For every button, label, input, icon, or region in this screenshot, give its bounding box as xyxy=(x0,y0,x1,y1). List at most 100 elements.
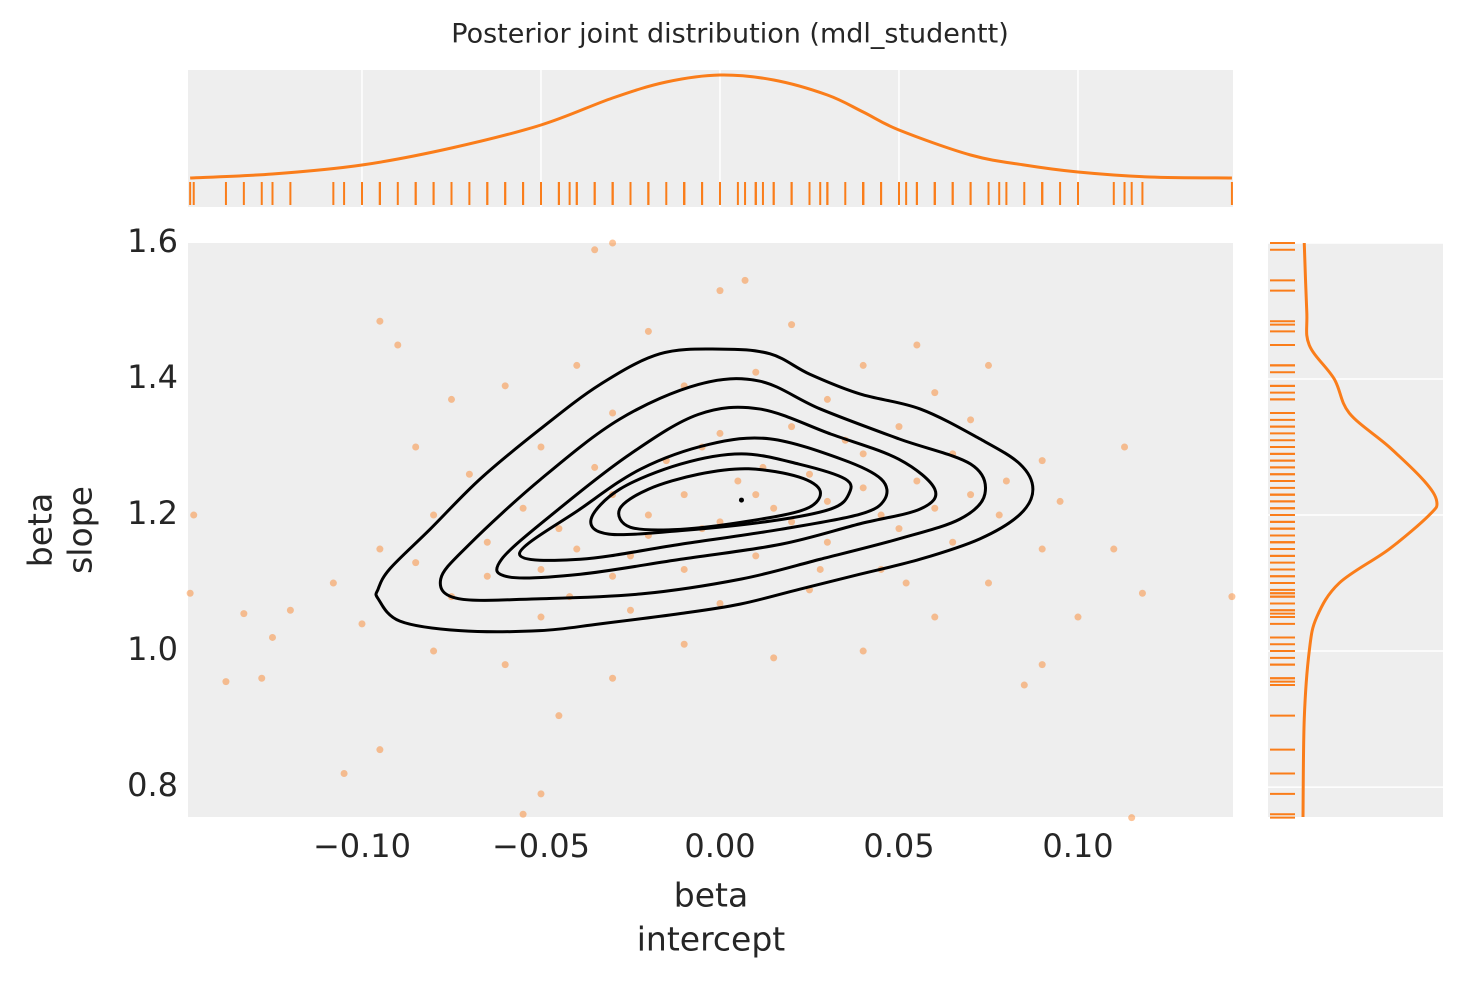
contour-center xyxy=(738,497,744,503)
scatter-point xyxy=(1038,661,1046,669)
kde-curve xyxy=(190,73,1232,180)
scatter-point xyxy=(716,518,724,526)
scatter-point xyxy=(1074,613,1082,621)
y-tick-label: 1.4 xyxy=(127,358,178,396)
scatter-point xyxy=(752,552,760,560)
scatter-point xyxy=(913,477,921,485)
scatter-point xyxy=(859,450,867,458)
scatter-point xyxy=(644,327,652,335)
x-tick-label: −0.05 xyxy=(492,827,590,865)
scatter-point xyxy=(859,647,867,655)
scatter-point xyxy=(258,674,266,682)
scatter-point xyxy=(770,504,778,512)
scatter-point xyxy=(609,239,617,247)
y-tick-label: 1.2 xyxy=(127,494,178,532)
scatter-point xyxy=(537,613,545,621)
scatter-point xyxy=(895,423,903,431)
scatter-point xyxy=(877,511,885,519)
scatter-point xyxy=(555,712,563,720)
scatter-point xyxy=(555,525,563,533)
scatter-point xyxy=(984,579,992,587)
x-tick-label: 0.10 xyxy=(1042,827,1113,865)
scatter-point xyxy=(573,545,581,553)
kde-curve xyxy=(1301,242,1439,818)
scatter-point xyxy=(483,572,491,580)
scatter-point xyxy=(931,504,939,512)
scatter-point xyxy=(805,470,813,478)
scatter-point xyxy=(1056,497,1064,505)
scatter-point xyxy=(895,525,903,533)
scatter-point xyxy=(573,361,581,369)
y-tick-label: 1.6 xyxy=(127,222,178,260)
scatter-point xyxy=(609,409,617,417)
right-marginal-area xyxy=(1268,243,1443,817)
scatter-point xyxy=(716,429,724,437)
scatter-point xyxy=(752,368,760,376)
scatter-point xyxy=(680,491,688,499)
scatter-point xyxy=(1020,681,1028,689)
scatter-point xyxy=(816,565,824,573)
scatter-point xyxy=(913,341,921,349)
scatter-point xyxy=(788,423,796,431)
scatter-point xyxy=(995,511,1003,519)
y-tick-label: 1.0 xyxy=(127,630,178,668)
plot-area xyxy=(188,243,1233,817)
scatter-point xyxy=(591,463,599,471)
contour-line xyxy=(518,436,889,562)
scatter-point xyxy=(931,613,939,621)
scatter-point xyxy=(286,606,294,614)
scatter-point xyxy=(859,361,867,369)
scatter-point xyxy=(716,599,724,607)
scatter-point xyxy=(430,511,438,519)
scatter-point xyxy=(984,361,992,369)
scatter-point xyxy=(430,647,438,655)
contour-line xyxy=(617,467,822,532)
scatter-point xyxy=(519,810,527,818)
scatter-point xyxy=(626,606,634,614)
scatter-point xyxy=(376,545,384,553)
scatter-point xyxy=(1038,457,1046,465)
x-axis-label: beta xyxy=(674,876,748,915)
x-tick-label: −0.10 xyxy=(313,827,411,865)
scatter-point xyxy=(358,620,366,628)
chart-title: Posterior joint distribution (mdl_studen… xyxy=(451,19,1008,50)
scatter-point xyxy=(483,538,491,546)
x-axis-label: intercept xyxy=(637,920,786,959)
scatter-point xyxy=(340,769,348,777)
x-tick-label: 0.00 xyxy=(684,827,755,865)
scatter-point xyxy=(537,565,545,573)
contour-line xyxy=(438,377,987,602)
scatter-point xyxy=(931,389,939,397)
scatter-point xyxy=(329,579,337,587)
y-axis-label: beta xyxy=(21,493,60,567)
scatter-point xyxy=(537,443,545,451)
scatter-point xyxy=(376,746,384,754)
scatter-point xyxy=(447,395,455,403)
scatter-point xyxy=(1038,545,1046,553)
scatter-point xyxy=(788,321,796,329)
scatter-point xyxy=(501,382,509,390)
y-tick-label: 0.8 xyxy=(127,766,178,804)
scatter-point xyxy=(788,518,796,526)
scatter-point xyxy=(501,661,509,669)
scatter-point xyxy=(1121,443,1129,451)
scatter-point xyxy=(902,579,910,587)
scatter-point xyxy=(752,491,760,499)
scatter-point xyxy=(1128,814,1136,822)
scatter-point xyxy=(680,640,688,648)
scatter-point xyxy=(376,317,384,325)
scatter-point xyxy=(609,674,617,682)
scatter-point xyxy=(1002,477,1010,485)
contour-line xyxy=(374,347,1035,634)
scatter-point xyxy=(859,484,867,492)
scatter-point xyxy=(412,443,420,451)
scatter-point xyxy=(394,341,402,349)
y-axis-label: slope xyxy=(61,486,100,574)
scatter-point xyxy=(741,276,749,284)
scatter-point xyxy=(190,511,198,519)
scatter-point xyxy=(823,538,831,546)
x-tick-label: 0.05 xyxy=(863,827,934,865)
scatter-point xyxy=(644,511,652,519)
scatter-point xyxy=(949,538,957,546)
scatter-point xyxy=(519,504,527,512)
